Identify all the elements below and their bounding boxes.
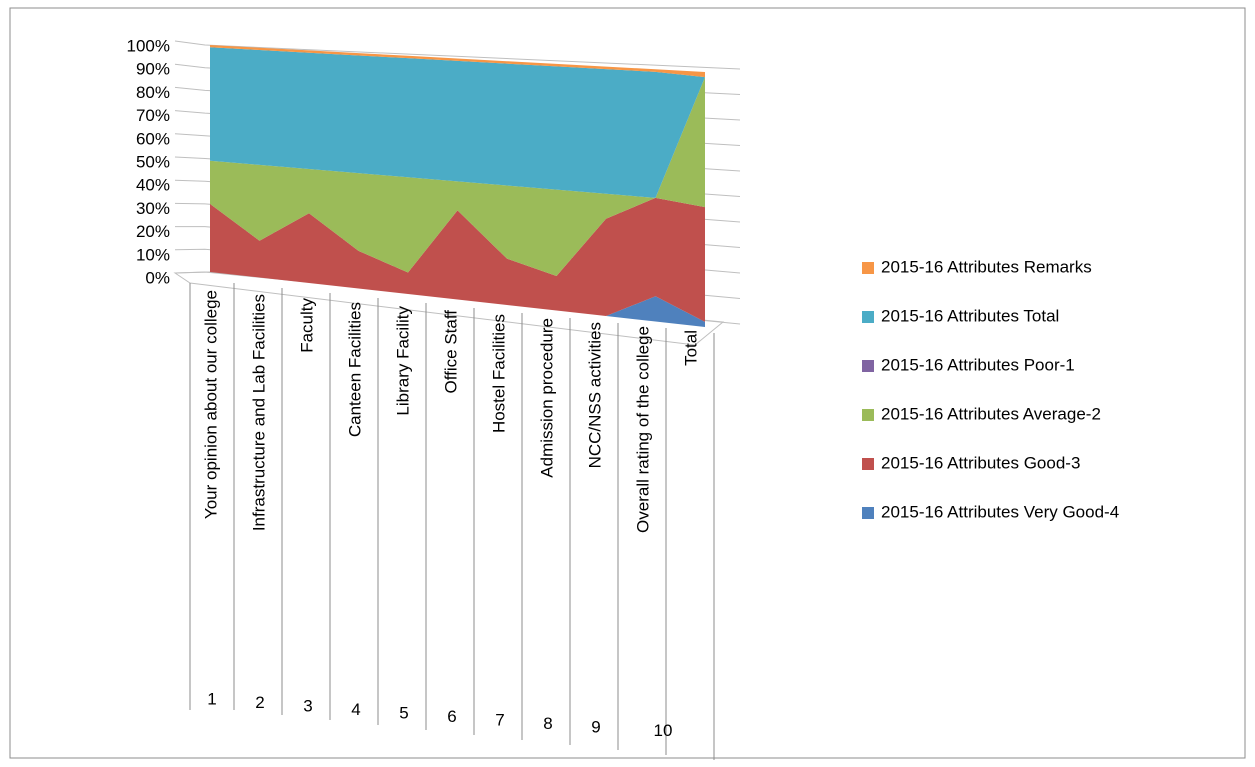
legend-swatch xyxy=(862,409,874,421)
x-tick-label: Your opinion about our college xyxy=(201,290,220,519)
group-label: 10 xyxy=(654,721,673,740)
x-tick-label: Infrastructure and Lab Facilities xyxy=(249,294,268,531)
y-tick-label: 60% xyxy=(136,129,170,148)
legend-label: 2015-16 Attributes Good-3 xyxy=(881,453,1080,472)
group-label: 6 xyxy=(447,707,456,726)
y-tick-label: 40% xyxy=(136,176,170,195)
group-label: 1 xyxy=(207,689,216,708)
group-label: 3 xyxy=(303,696,312,715)
group-label: 9 xyxy=(591,717,600,736)
y-tick-label: 100% xyxy=(127,36,170,55)
legend-swatch xyxy=(862,311,874,323)
area xyxy=(210,197,705,322)
x-tick-label: Hostel Facilities xyxy=(489,314,508,433)
legend-swatch xyxy=(862,360,874,372)
x-tick-label: Canteen Facilities xyxy=(345,302,364,437)
legend-swatch xyxy=(862,507,874,519)
y-tick-label: 90% xyxy=(136,60,170,79)
area xyxy=(210,45,705,78)
area xyxy=(210,47,705,198)
x-tick-label: Admission procedure xyxy=(537,318,556,478)
y-tick-label: 20% xyxy=(136,222,170,241)
group-label: 2 xyxy=(255,693,264,712)
group-label: 4 xyxy=(351,700,360,719)
legend-swatch xyxy=(862,262,874,274)
y-tick-label: 30% xyxy=(136,199,170,218)
legend-label: 2015-16 Attributes Very Good-4 xyxy=(881,502,1119,521)
y-tick-label: 0% xyxy=(145,268,170,287)
x-tick-label: Total xyxy=(681,330,700,366)
legend-label: 2015-16 Attributes Poor-1 xyxy=(881,355,1075,374)
x-tick-label: Office Staff xyxy=(441,310,460,394)
legend-label: 2015-16 Attributes Remarks xyxy=(881,257,1092,276)
grid-line xyxy=(174,40,741,70)
area xyxy=(210,272,705,327)
group-label: 5 xyxy=(399,703,408,722)
legend-swatch xyxy=(862,458,874,470)
y-tick-label: 70% xyxy=(136,106,170,125)
legend-label: 2015-16 Attributes Total xyxy=(881,306,1059,325)
x-tick-label: Faculty xyxy=(297,298,316,353)
x-tick-label: NCC/NSS activities xyxy=(585,322,604,468)
y-tick-label: 50% xyxy=(136,152,170,171)
y-tick-label: 10% xyxy=(136,245,170,264)
x-tick-label: Library Facility xyxy=(393,306,412,416)
x-tick-label: Overall rating of the college xyxy=(633,326,652,533)
y-tick-label: 80% xyxy=(136,83,170,102)
legend-label: 2015-16 Attributes Average-2 xyxy=(881,404,1101,423)
area xyxy=(210,77,705,276)
group-label: 8 xyxy=(543,714,552,733)
floor xyxy=(173,271,725,346)
group-label: 7 xyxy=(495,710,504,729)
